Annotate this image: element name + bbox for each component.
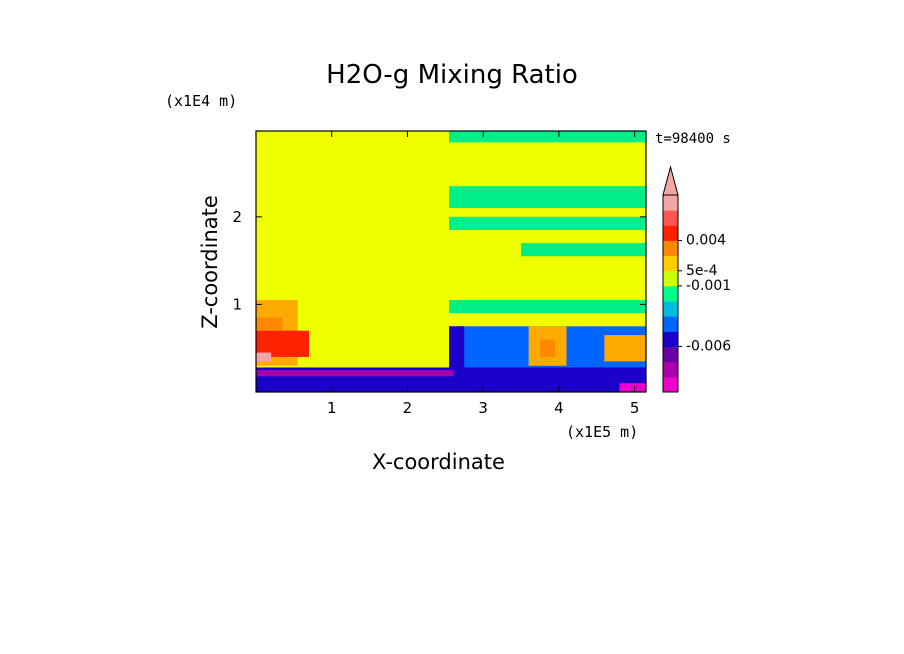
- colorbar-label: 0.004: [686, 232, 726, 248]
- colorbar-swatch: [663, 210, 678, 226]
- colorbar-swatch: [663, 346, 678, 363]
- field-region-14: [604, 335, 646, 362]
- y-tick-label: 1: [232, 295, 242, 313]
- y-axis-ticks: 12: [232, 208, 646, 313]
- x-tick-label: 1: [327, 399, 337, 417]
- colorbar-swatch: [663, 255, 678, 272]
- colorbar-swatch: [663, 301, 678, 317]
- field-region-4: [256, 317, 283, 331]
- colorbar-label: -0.006: [686, 339, 731, 355]
- colorbar-swatch: [663, 316, 678, 332]
- field-region-11: [449, 326, 465, 375]
- x-tick-label: 3: [478, 399, 488, 417]
- plot-frame: [255, 130, 647, 393]
- colorbar-swatch: [663, 240, 678, 257]
- colorbar-frame: [662, 194, 679, 393]
- x-axis-ticks: 1 2 3 4 5: [327, 131, 639, 417]
- colorbar-label: -0.001: [686, 278, 731, 294]
- field-region-8: [521, 243, 646, 257]
- heatmap-field: [256, 131, 646, 392]
- colorbar-swatch: [663, 285, 678, 302]
- x-axis-label: X-coordinate: [372, 450, 505, 474]
- x-tick-label: 5: [630, 399, 640, 417]
- colorbar-swatch: [663, 270, 678, 287]
- field-region-9: [449, 300, 646, 314]
- field-region-5: [449, 131, 646, 143]
- colorbar-swatch: [663, 376, 678, 393]
- field-region-13: [539, 339, 556, 357]
- x-tick-label: 4: [554, 399, 564, 417]
- chart-title: H2O-g Mixing Ratio: [326, 60, 578, 90]
- colorbar: 0.004 5e-4-0.001 -0.006: [662, 165, 731, 393]
- field-region-6: [449, 186, 646, 209]
- x-axis-unit: (x1E5 m): [566, 423, 639, 441]
- field-region-3: [256, 352, 272, 362]
- time-label: t=98400 s: [655, 131, 731, 147]
- colorbar-swatch: [663, 331, 678, 348]
- colorbar-swatch: [663, 195, 678, 211]
- y-tick-label: 2: [232, 208, 242, 226]
- colorbar-swatch: [663, 361, 678, 378]
- field-region-17: [619, 383, 646, 392]
- field-region-16: [256, 370, 453, 377]
- field-region-7: [449, 216, 646, 230]
- colorbar-extend-arrow: [662, 165, 679, 196]
- y-axis-unit: (x1E4 m): [165, 92, 238, 110]
- colorbar-swatch: [663, 225, 678, 241]
- colorbar-label: 5e-4: [686, 263, 718, 279]
- x-tick-label: 2: [403, 399, 413, 417]
